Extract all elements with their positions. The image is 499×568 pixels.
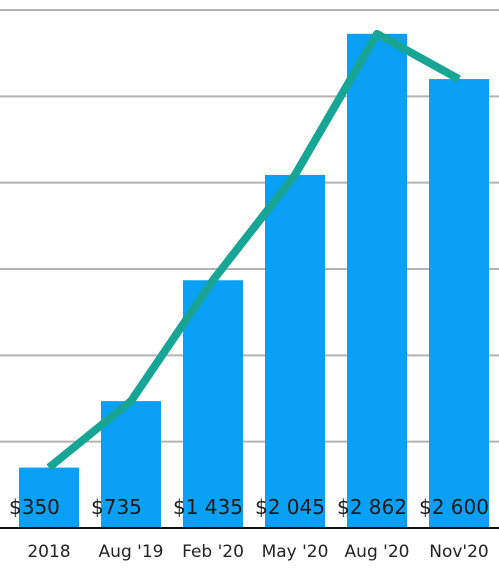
line-series — [46, 29, 461, 471]
bar-series — [19, 33, 489, 529]
data-label: $2 862 — [337, 495, 407, 519]
data-label: $1 435 — [173, 495, 243, 519]
x-tick-labels: 2018 Aug '19 Feb '20 May '20 Aug '20 Nov'20 — [27, 542, 488, 562]
x-tick-label: Aug '19 — [99, 542, 164, 562]
line-series-path — [46, 29, 461, 471]
x-tick-label: Feb '20 — [182, 542, 244, 562]
x-tick-label: Nov'20 — [429, 542, 488, 562]
data-label: $2 600 — [419, 495, 489, 519]
gridlines — [0, 9, 499, 443]
bar — [429, 79, 489, 529]
data-label: $350 — [9, 495, 60, 519]
x-tick-label: May '20 — [262, 542, 329, 562]
bar — [347, 33, 407, 528]
bar — [19, 467, 79, 528]
data-label: $2 045 — [255, 495, 325, 519]
bar — [265, 174, 325, 528]
x-tick-label: Aug '20 — [345, 542, 410, 562]
x-tick-label: 2018 — [27, 542, 70, 562]
data-labels: $350 $735 $1 435 $2 045 $2 862 $2 600 — [9, 495, 489, 519]
data-label: $735 — [91, 495, 142, 519]
bar — [183, 280, 243, 528]
